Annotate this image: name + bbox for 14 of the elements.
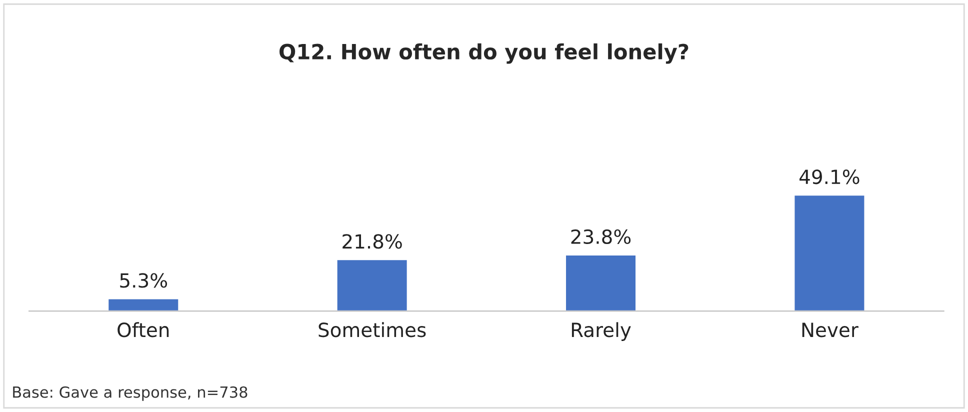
- chart-title: Q12. How often do you feel lonely?: [280, 43, 688, 64]
- data-label: 5.3%: [120, 273, 168, 288]
- bar: [793, 194, 866, 312]
- data-label: 49.1%: [800, 169, 860, 184]
- data-label: 21.8%: [342, 234, 402, 249]
- x-tick-label: Sometimes: [318, 322, 426, 338]
- data-label: 23.8%: [571, 229, 631, 244]
- text: Base: Gave a response, n=738: [13, 386, 248, 401]
- bar: [107, 298, 180, 312]
- bar: [564, 254, 637, 312]
- x-tick-label: Often: [118, 322, 169, 338]
- bar: [336, 258, 408, 312]
- x-tick-label: Rarely: [572, 322, 631, 341]
- x-tick-label: Never: [802, 322, 858, 338]
